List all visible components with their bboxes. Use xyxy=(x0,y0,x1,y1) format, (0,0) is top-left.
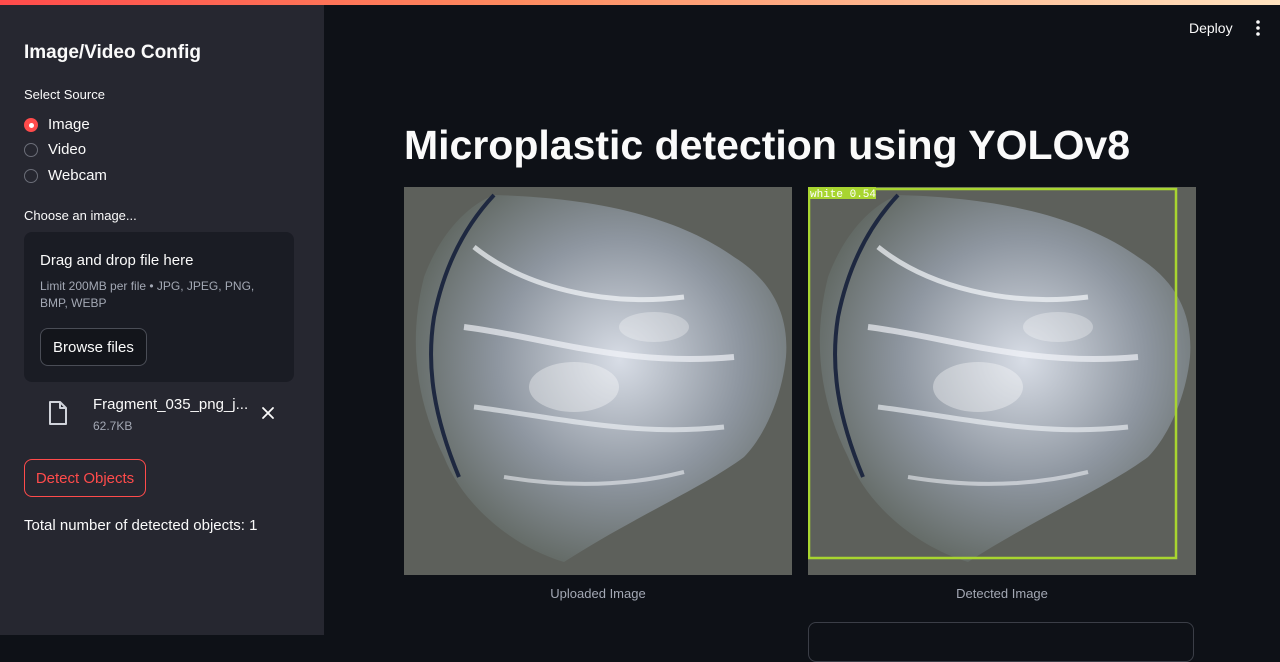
file-name: Fragment_035_png_j... xyxy=(93,396,249,413)
detection-box xyxy=(808,187,1178,560)
detection-label-bg xyxy=(808,187,876,199)
radio-webcam[interactable] xyxy=(24,168,38,183)
source-option-webcam[interactable]: Webcam xyxy=(24,167,107,184)
results-expander[interactable] xyxy=(808,622,1194,662)
detected-image-caption: Detected Image xyxy=(956,586,1048,601)
remove-file-icon[interactable] xyxy=(260,405,276,421)
detected-image: white 0.54 xyxy=(808,187,1196,575)
radio-image[interactable] xyxy=(24,117,38,132)
uploader-label: Choose an image... xyxy=(24,208,137,223)
file-icon xyxy=(49,401,67,425)
detect-objects-button[interactable]: Detect Objects xyxy=(24,459,146,497)
source-option-video[interactable]: Video xyxy=(24,141,86,158)
uploaded-image xyxy=(404,187,792,575)
source-option-label: Image xyxy=(48,116,90,133)
select-source-label: Select Source xyxy=(24,87,105,102)
detected-count-text: Total number of detected objects: 1 xyxy=(24,517,258,534)
uploaded-image-caption: Uploaded Image xyxy=(550,586,646,601)
sidebar-title: Image/Video Config xyxy=(24,42,202,63)
source-option-label: Webcam xyxy=(48,167,107,184)
main-menu-icon[interactable] xyxy=(1250,18,1266,38)
detection-label: white 0.54 xyxy=(810,189,876,201)
source-option-label: Video xyxy=(48,141,87,158)
page-title: Microplastic detection using YOLOv8 xyxy=(404,122,1131,168)
dropzone-limit-text: Limit 200MB per file • JPG, JPEG, PNG, B… xyxy=(40,279,255,310)
dropzone-title: Drag and drop file here xyxy=(40,252,194,269)
radio-video[interactable] xyxy=(24,142,38,157)
deploy-button[interactable]: Deploy xyxy=(1189,20,1233,36)
browse-files-button[interactable]: Browse files xyxy=(40,328,147,366)
file-size: 62.7KB xyxy=(93,419,133,433)
source-option-image[interactable]: Image xyxy=(24,116,90,133)
file-dropzone[interactable]: Drag and drop file here Limit 200MB per … xyxy=(24,232,294,382)
top-decoration-bar xyxy=(0,0,1280,5)
uploaded-file-row: Fragment_035_png_j... 62.7KB xyxy=(48,395,288,439)
